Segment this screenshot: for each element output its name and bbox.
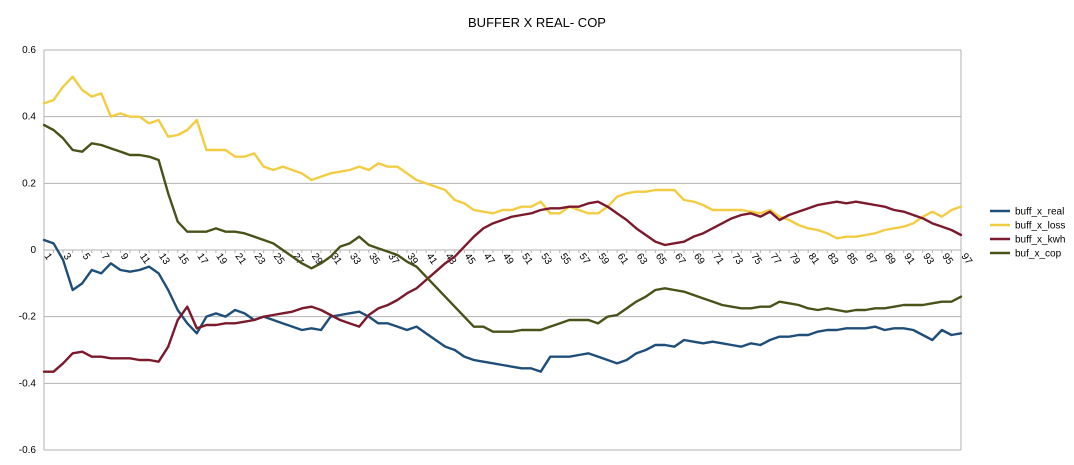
x-tick-label: 79 — [787, 251, 803, 267]
x-tick-label: 65 — [653, 251, 669, 267]
x-tick-label: 23 — [252, 251, 268, 267]
x-tick-label: 49 — [500, 251, 516, 267]
x-tick-label: 69 — [691, 251, 707, 267]
x-tick-label: 93 — [920, 251, 936, 267]
x-tick-label: 57 — [576, 251, 592, 267]
x-tick-label: 21 — [233, 251, 249, 267]
x-tick-label: 31 — [328, 251, 344, 267]
x-tick-label: 47 — [481, 251, 497, 267]
legend-label: buff_x_real — [1015, 207, 1064, 218]
y-tick-label: -0.4 — [19, 378, 37, 389]
x-tick-label: 61 — [615, 251, 631, 267]
x-tick-label: 15 — [175, 251, 191, 267]
x-tick-label: 53 — [538, 251, 554, 267]
x-tick-label: 91 — [901, 251, 917, 267]
y-tick-label: 0 — [30, 245, 36, 256]
x-tick-label: 75 — [748, 251, 764, 267]
legend: buff_x_real buff_x_loss buff_x_kwh buf_x_co… — [990, 207, 1065, 260]
x-tick-label: 7 — [99, 251, 111, 262]
x-tick-label: 89 — [882, 251, 898, 267]
x-tick-label: 63 — [634, 251, 650, 267]
x-tick-label: 17 — [194, 251, 210, 267]
y-axis-tick-labels: 0.6 0.4 0.2 0 -0.2 -0.4 -0.6 — [19, 45, 37, 456]
y-tick-label: 0.6 — [22, 45, 36, 56]
x-tick-label: 45 — [462, 251, 478, 267]
series-line-buff-x-real — [42, 238, 963, 373]
x-tick-label: 83 — [825, 251, 841, 267]
legend-label: buff_x_kwh — [1015, 235, 1065, 246]
x-tick-label: 85 — [844, 251, 860, 267]
x-tick-label: 1 — [42, 251, 54, 262]
legend-item: buf_x_cop — [990, 249, 1062, 260]
y-tick-label: -0.6 — [19, 445, 37, 456]
x-tick-label: 19 — [213, 251, 229, 267]
x-tick-label: 33 — [347, 251, 363, 267]
x-tick-label: 9 — [118, 251, 130, 262]
x-tick-label: 51 — [519, 251, 535, 267]
x-tick-label: 13 — [156, 251, 172, 267]
x-tick-label: 67 — [672, 251, 688, 267]
legend-label: buff_x_loss — [1015, 221, 1065, 232]
x-axis-tick-labels: 1 3 5 7 9 11 13 15 17 19 21 23 25 27 29 31 33 35 37 39 41 43 4… — [42, 251, 975, 267]
x-tick-label: 35 — [366, 251, 382, 267]
legend-item: buff_x_kwh — [990, 235, 1065, 246]
x-tick-label: 3 — [61, 251, 73, 262]
x-tick-label: 77 — [768, 251, 784, 267]
x-tick-label: 41 — [424, 251, 440, 267]
y-tick-label: -0.2 — [19, 312, 37, 323]
y-tick-label: 0.4 — [22, 112, 36, 123]
x-tick-label: 25 — [271, 251, 287, 267]
x-tick-label: 55 — [557, 251, 573, 267]
series-line-buff-x-loss — [42, 75, 963, 240]
axes — [43, 50, 962, 450]
x-tick-label: 73 — [729, 251, 745, 267]
legend-item: buff_x_loss — [990, 221, 1065, 232]
x-tick-label: 87 — [863, 251, 879, 267]
legend-item: buff_x_real — [990, 207, 1064, 218]
legend-label: buf_x_cop — [1015, 249, 1062, 260]
y-tick-label: 0.2 — [22, 178, 36, 189]
series-lines — [42, 75, 963, 373]
x-tick-label: 95 — [939, 251, 955, 267]
x-tick-label: 5 — [80, 251, 92, 262]
series-line-buff-x-kwh — [42, 200, 963, 373]
x-tick-label: 59 — [596, 251, 612, 267]
x-tick-label: 81 — [806, 251, 822, 267]
chart-title: BUFFER X REAL- COP — [468, 15, 606, 30]
x-tick-label: 11 — [137, 251, 152, 266]
x-tick-label: 71 — [710, 251, 726, 267]
series-line-buf-x-cop — [42, 123, 963, 333]
